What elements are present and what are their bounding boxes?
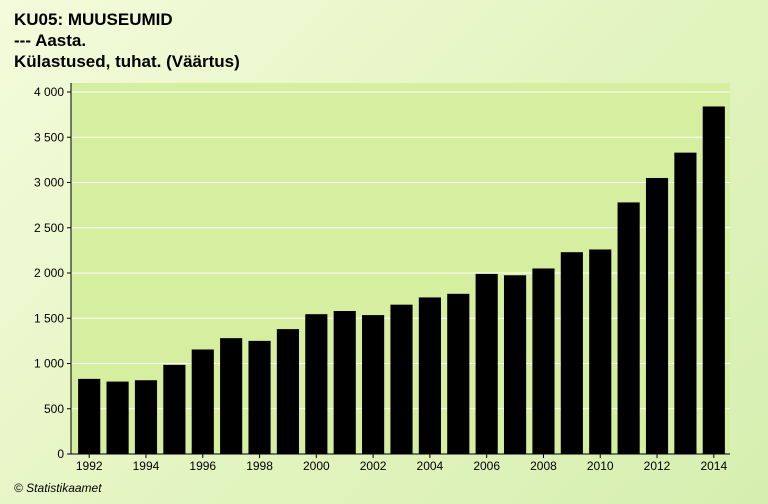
x-tick-label: 1998	[246, 459, 273, 473]
bar-2006	[475, 273, 498, 454]
x-tick-label: 2006	[473, 459, 500, 473]
y-tick-label: 3 000	[34, 176, 64, 190]
chart-title: KU05: MUUSEUMID	[14, 10, 173, 29]
x-tick-label: 2000	[303, 459, 330, 473]
bar-2014	[702, 106, 725, 454]
bar-1995	[163, 364, 186, 454]
bar-2003	[390, 304, 413, 454]
x-tick-label: 2002	[360, 459, 387, 473]
bar-1994	[134, 380, 158, 454]
y-tick-label: 0	[57, 447, 64, 461]
x-tick-label: 1994	[133, 459, 160, 473]
bar-2012	[645, 177, 669, 454]
y-tick-label: 500	[44, 402, 64, 416]
x-tick-label: 2012	[644, 459, 671, 473]
chart-period: --- Aasta.	[14, 31, 87, 50]
x-tick-label: 2014	[700, 459, 727, 473]
bar-1998	[248, 340, 271, 454]
y-tick-label: 1 500	[34, 311, 64, 325]
x-tick-label: 1996	[189, 459, 216, 473]
x-tick-label: 2008	[530, 459, 557, 473]
bar-1997	[220, 338, 243, 454]
bar-2007	[503, 275, 527, 454]
bar-2002	[362, 315, 385, 454]
bar-2010	[589, 249, 612, 454]
bar-2013	[674, 152, 697, 454]
bar-2000	[305, 314, 328, 454]
x-tick-label: 2004	[417, 459, 444, 473]
chart-measure: Külastused, tuhat. (Väärtus)	[14, 52, 240, 71]
y-tick-label: 2 000	[34, 266, 64, 280]
bar-1992	[78, 378, 101, 454]
y-tick-label: 2 500	[34, 221, 64, 235]
bar-2004	[418, 297, 441, 454]
bar-1996	[191, 349, 214, 454]
bar-1999	[276, 329, 300, 454]
x-tick-label: 2010	[587, 459, 614, 473]
y-tick-label: 1 000	[34, 357, 64, 371]
bar-2001	[333, 311, 356, 454]
y-tick-label: 3 500	[34, 130, 64, 144]
source-credit: © Statistikaamet	[14, 481, 102, 495]
y-tick-label: 4 000	[34, 85, 64, 99]
bar-2005	[447, 293, 470, 454]
bar-1993	[106, 381, 129, 454]
bar-2008	[532, 268, 555, 454]
chart-title-block: KU05: MUUSEUMID --- Aasta. Külastused, t…	[14, 9, 240, 72]
x-tick-label: 1992	[76, 459, 103, 473]
bar-2009	[560, 252, 583, 454]
bar-2011	[617, 202, 640, 454]
